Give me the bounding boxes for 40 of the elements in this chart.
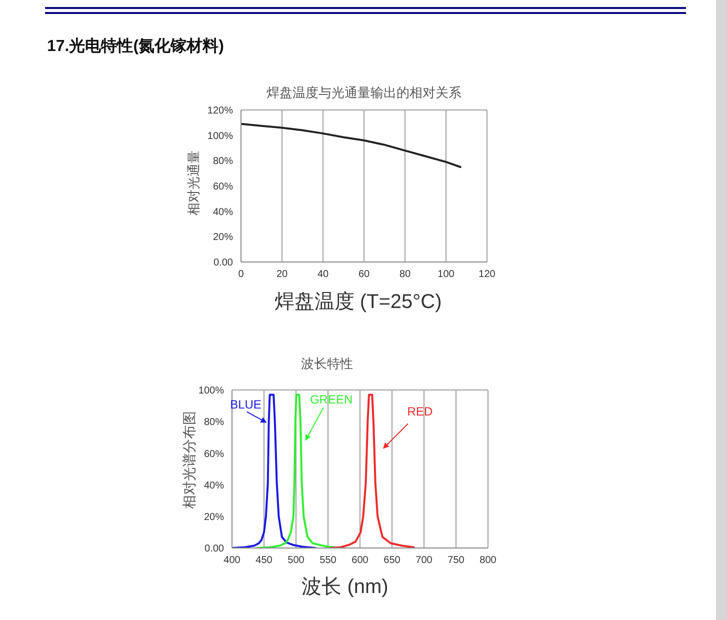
x-tick-label: 600 — [352, 555, 369, 566]
text: 17.光电特性(氮化镓材料) — [47, 36, 224, 57]
x-axis-title: 波长 (nm) — [300, 575, 390, 600]
y-tick-label: 20% — [212, 232, 234, 244]
series-label: GREEN — [310, 392, 353, 407]
line-series — [241, 122, 462, 168]
x-tick-label: 500 — [288, 555, 305, 566]
series-label: BLUE — [230, 398, 262, 412]
y-tick-label: 60% — [212, 182, 234, 193]
y-axis-title: 相对光谱分布图 — [182, 411, 198, 509]
y-axis-title: 相对光通量 — [186, 150, 203, 218]
x-tick-label: 550 — [320, 555, 337, 566]
y-tick-label: 100% — [198, 386, 224, 397]
x-tick-label: 20 — [276, 269, 288, 280]
x-tick-label: 700 — [416, 555, 433, 566]
y-tick-label: 20% — [204, 512, 224, 523]
y-tick-label: 80% — [212, 156, 234, 168]
x-tick-label: 400 — [224, 555, 241, 566]
y-tick-label: 60% — [204, 448, 224, 460]
y-tick-label: 0.00 — [214, 258, 234, 269]
x-tick-label: 750 — [448, 555, 465, 566]
y-tick-label: 120% — [207, 106, 234, 117]
y-tick-label: 40% — [204, 480, 224, 492]
x-tick-label: 120 — [478, 269, 496, 280]
x-tick-label: 40 — [317, 269, 329, 280]
y-tick-label: 100% — [207, 130, 234, 142]
x-tick-label: 60 — [358, 269, 370, 280]
x-tick-label: 450 — [256, 555, 273, 566]
text: RED — [407, 404, 433, 419]
x-tick-label: 80 — [399, 269, 411, 280]
y-tick-label: 0.00 — [204, 544, 224, 555]
x-tick-label: 800 — [480, 555, 497, 566]
chart-title: 波长特性 — [300, 356, 354, 373]
x-tick-label: 100 — [438, 269, 455, 280]
chart-title: 焊盘温度与光通量输出的相对关系 — [266, 85, 462, 102]
x-tick-label: 0 — [238, 269, 244, 280]
x-tick-label: 650 — [384, 555, 401, 566]
y-tick-label: 80% — [204, 417, 224, 428]
y-tick-label: 40% — [212, 206, 234, 218]
x-axis-title: 焊盘温度 (T=25°C) — [273, 290, 443, 315]
